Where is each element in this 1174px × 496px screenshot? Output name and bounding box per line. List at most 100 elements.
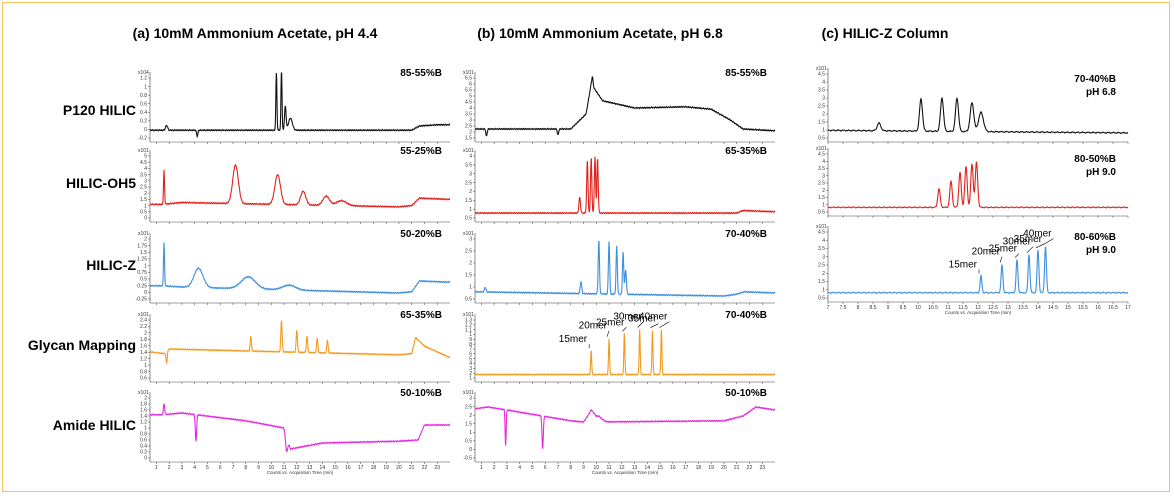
x-tick-label: 1	[480, 465, 483, 471]
y-tick-label: 5.5	[465, 88, 472, 94]
x-tick-label: 9.5	[900, 305, 907, 311]
y-tick-label: 2.2	[140, 324, 147, 330]
x-tick-label: 14	[320, 465, 326, 471]
y-tick-label: 2	[144, 396, 147, 402]
y-tick-label: 2.4	[140, 318, 147, 324]
y-tick-label: 2.5	[140, 185, 147, 191]
y-tick-label: 5	[469, 356, 472, 362]
y-tick-label: 3.5	[140, 172, 147, 178]
y-tick-label: 3.5	[818, 88, 825, 94]
x-axis-title: Counts vs. Acquisition Time (min)	[267, 470, 334, 475]
y-tick-label: 5	[469, 94, 472, 100]
x-tick-label: 21	[734, 465, 740, 471]
y-tick-label: 1	[144, 203, 147, 209]
row-label-amide: Amide HILIC	[53, 417, 136, 433]
x-tick-label: 16.5	[1108, 305, 1118, 311]
y-tick-label: 4.5	[818, 152, 825, 158]
x-tick-label: 7	[557, 465, 560, 471]
x-tick-label: 7	[827, 305, 830, 311]
y-tick-label: 1	[469, 207, 472, 213]
y-tick-label: 8	[469, 342, 472, 348]
y-tick-label: 0.5	[818, 136, 825, 142]
gradient-label: 80-50%B	[1074, 154, 1116, 165]
y-tick-label: 3	[469, 237, 472, 243]
y-tick-label: 2	[469, 371, 472, 377]
y-scale-label: x101	[816, 66, 827, 72]
x-tick-label: 4	[193, 465, 196, 471]
y-tick-label: 0.6	[140, 438, 147, 444]
x-tick-label: 23	[759, 465, 765, 471]
y-tick-label: 0.75	[137, 270, 147, 276]
y-tick-label: 3	[822, 254, 825, 260]
gradient-label: 55-25%B	[400, 146, 442, 157]
annotation-leader	[650, 323, 659, 328]
y-tick-label: 6.5	[465, 76, 472, 82]
x-tick-label: 10	[915, 305, 921, 311]
annotation-25mer: 25mer	[989, 244, 1018, 255]
y-tick-label: 0	[144, 216, 147, 222]
gradient-label: 70-40%B	[725, 229, 767, 240]
annotation-20mer: 20mer	[972, 247, 1001, 258]
gradient-label: 65-35%B	[400, 310, 442, 321]
y-tick-label: 1.2	[140, 420, 147, 426]
y-tick-label: 2	[822, 112, 825, 118]
x-tick-label: 16	[670, 465, 676, 471]
gradient-label: 85-55%B	[725, 68, 767, 79]
x-tick-label: 11.5	[958, 305, 968, 311]
x-tick-label: 18	[371, 465, 377, 471]
y-tick-label: 0.2	[140, 450, 147, 456]
y-tick-label: 7	[469, 347, 472, 353]
annotation-leader	[1043, 238, 1054, 245]
y-tick-label: 1	[469, 430, 472, 436]
y-tick-label: 4	[822, 80, 825, 86]
y-scale-label: x104	[138, 70, 149, 76]
x-tick-label: 8	[569, 465, 572, 471]
annotation-15mer: 15mer	[949, 260, 978, 271]
x-tick-label: 15	[1065, 305, 1071, 311]
y-tick-label: 1	[822, 202, 825, 208]
annotation-leader	[622, 327, 627, 332]
y-tick-label: -0.5	[463, 456, 472, 462]
y-tick-label: 0.4	[140, 444, 147, 450]
y-tick-label: 2	[469, 189, 472, 195]
trace-amide-hilic	[474, 405, 776, 449]
panel-b-series-3: x1011.31.21.1198765432170-40%B15mer20mer…	[463, 310, 776, 384]
y-tick-label: 2	[469, 261, 472, 267]
y-tick-label: 1.3	[465, 318, 472, 324]
x-tick-label: 15.5	[1078, 305, 1088, 311]
x-tick-label: 8	[857, 305, 860, 311]
x-tick-label: 12	[294, 465, 300, 471]
x-tick-label: 21	[409, 465, 415, 471]
x-tick-label: 6	[544, 465, 547, 471]
y-tick-label: 1	[144, 84, 147, 90]
trace-hilic-z	[149, 242, 451, 295]
x-tick-label: 1	[155, 465, 158, 471]
x-tick-label: 10	[593, 465, 599, 471]
gradient-label: 50-20%B	[400, 229, 442, 240]
y-tick-label: 0.6	[140, 101, 147, 107]
y-tick-label: 2.5	[465, 124, 472, 130]
x-tick-label: 2	[168, 465, 171, 471]
y-tick-label: 3	[469, 396, 472, 402]
x-tick-label: 15	[657, 465, 663, 471]
y-tick-label: 2.5	[818, 181, 825, 187]
gradient-label: 70-40%B	[725, 310, 767, 321]
gradient-label: 50-10%B	[400, 388, 442, 399]
x-tick-label: 7	[232, 465, 235, 471]
y-tick-label: 3	[822, 173, 825, 179]
y-tick-label: 1.5	[465, 198, 472, 204]
y-tick-label: 1.8	[140, 337, 147, 343]
y-scale-label: x101	[138, 312, 149, 318]
panel-c-title: (c) HILIC-Z Column	[822, 25, 949, 41]
plot-area: x1041.210.80.60.40.20-0.285-55%Bx10154.5…	[136, 66, 1131, 475]
y-tick-label: 4.5	[140, 160, 147, 166]
y-tick-label: 2	[144, 237, 147, 243]
y-tick-label: 1.4	[140, 414, 147, 420]
x-tick-label: 8.5	[870, 305, 877, 311]
x-tick-label: 16	[345, 465, 351, 471]
x-tick-label: 11	[281, 465, 286, 471]
y-tick-label: 1	[144, 263, 147, 269]
